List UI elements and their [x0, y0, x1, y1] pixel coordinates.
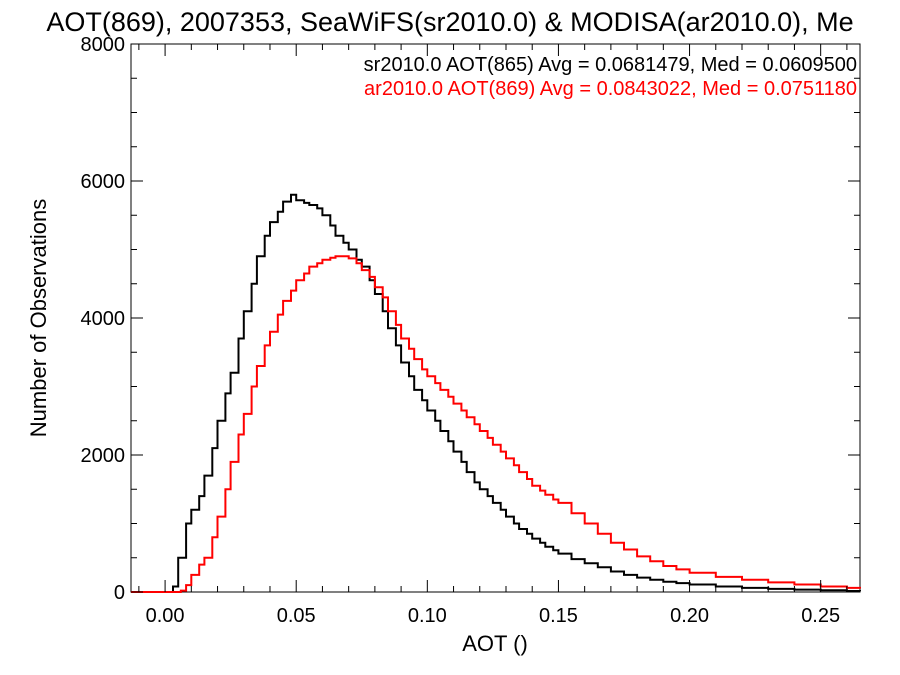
- x-tick-label: 0.05: [277, 605, 316, 627]
- series-line-0: [131, 193, 861, 593]
- y-tick-label: 4000: [81, 308, 126, 330]
- x-tick-label: 0.00: [146, 605, 185, 627]
- y-tick-label: 6000: [81, 171, 126, 193]
- x-tick-label: 0.25: [801, 605, 840, 627]
- annotation-series-sr2010: sr2010.0 AOT(865) Avg = 0.0681479, Med =…: [364, 54, 857, 76]
- x-tick-label: 0.20: [670, 605, 709, 627]
- x-axis-label: AOT (): [462, 631, 528, 656]
- chart-title: AOT(869), 2007353, SeaWiFS(sr2010.0) & M…: [46, 7, 853, 37]
- x-tick-label: 0.10: [408, 605, 447, 627]
- series-group: [131, 193, 861, 593]
- ticks-group: 0.00 0.05 0.10 0.15 0.20 0.25 0 2000 4000 6000 800…: [81, 34, 860, 627]
- y-tick-label: 2000: [81, 445, 126, 467]
- x-tick-label: 0.15: [539, 605, 578, 627]
- y-tick-label: 8000: [81, 34, 126, 56]
- plot-frame: [130, 43, 861, 593]
- annotation-series-ar2010: ar2010.0 AOT(869) Avg = 0.0843022, Med =…: [364, 78, 857, 100]
- series-line-1: [131, 255, 861, 593]
- y-tick-label: 0: [114, 582, 125, 604]
- y-axis-label: Number of Observations: [26, 199, 51, 437]
